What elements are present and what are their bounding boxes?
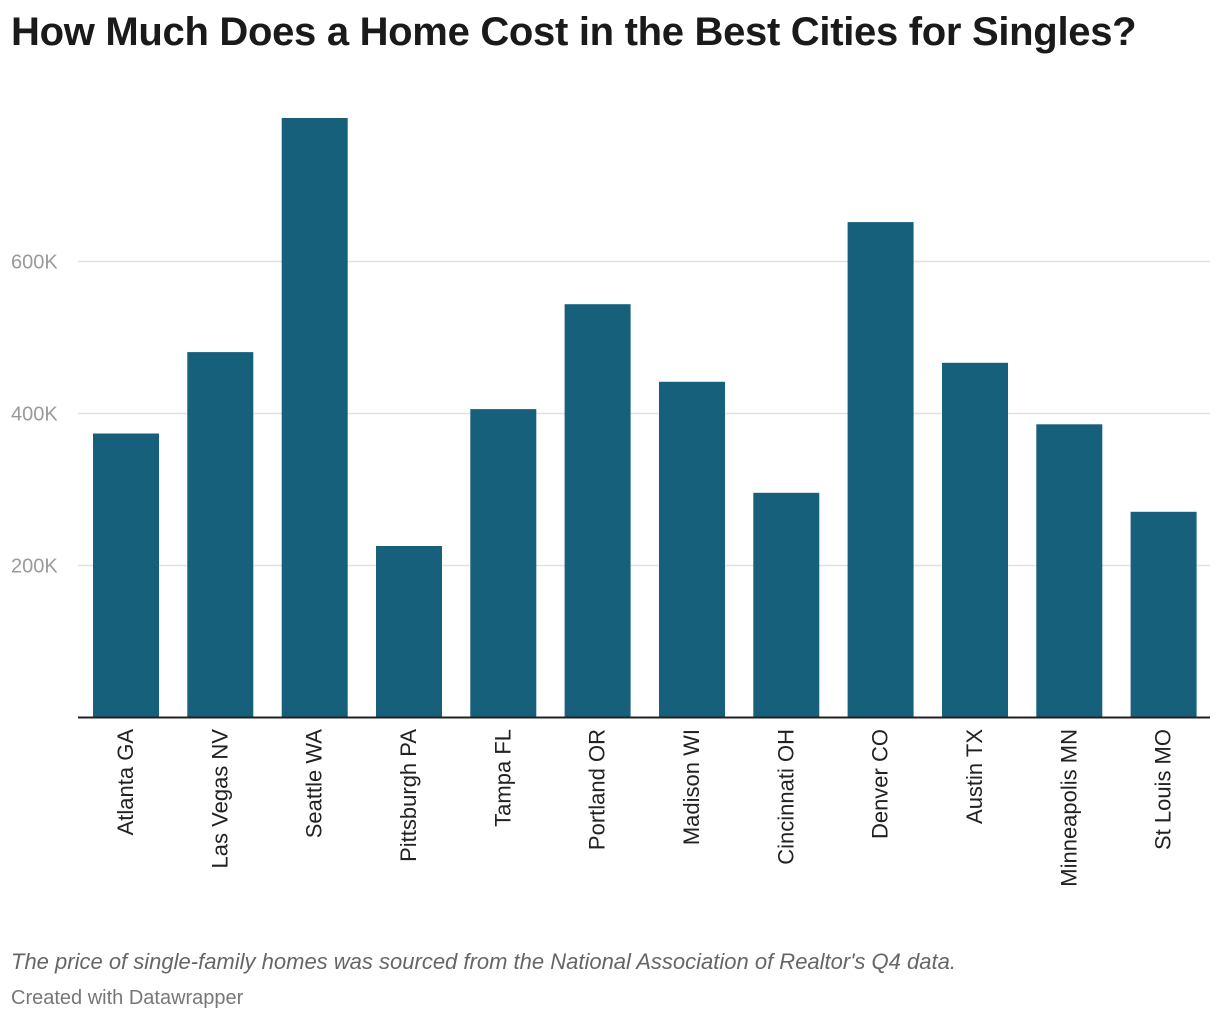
bar-minneapolis-mn xyxy=(1036,424,1103,717)
bar-denver-co xyxy=(847,222,914,717)
bars xyxy=(93,118,1197,717)
x-tick-label: Atlanta GA xyxy=(113,729,138,836)
bar-portland-or xyxy=(564,304,631,717)
bar-st-louis-mo xyxy=(1130,511,1197,717)
bar-chart: 200K 400K 600K Atlanta GA Las Vegas NV Seatt… xyxy=(11,118,1210,887)
x-tick-label: Minneapolis MN xyxy=(1056,729,1081,887)
bar-cincinnati-oh xyxy=(753,492,820,717)
bar-madison-wi xyxy=(659,381,725,717)
x-tick-label: Madison WI xyxy=(679,729,704,845)
x-tick-label: Tampa FL xyxy=(490,729,515,827)
bar-las-vegas-nv xyxy=(187,352,254,717)
y-tick-label: 600K xyxy=(11,252,58,274)
source-note: The price of single-family homes was sou… xyxy=(11,949,956,974)
x-tick-label: Seattle WA xyxy=(302,729,327,839)
x-tick-label: Las Vegas NV xyxy=(207,729,232,869)
bar-pittsburgh-pa xyxy=(376,546,442,717)
x-tick-label: Pittsburgh PA xyxy=(396,729,421,862)
x-tick-label: Portland OR xyxy=(585,729,610,850)
y-tick-label: 200K xyxy=(11,556,58,578)
x-tick-label: Cincinnati OH xyxy=(773,729,798,865)
category-labels: Atlanta GA Las Vegas NV Seattle WA Pittsbur… xyxy=(113,729,1176,887)
bar-tampa-fl xyxy=(470,409,537,717)
gridlines: 200K 400K 600K xyxy=(11,252,1210,578)
credit-line: Created with Datawrapper xyxy=(11,987,244,1009)
bar-austin-tx xyxy=(942,362,1008,717)
x-tick-label: St Louis MO xyxy=(1151,729,1176,850)
bar-seattle-wa xyxy=(281,118,348,717)
y-tick-label: 400K xyxy=(11,404,58,426)
chart-title: How Much Does a Home Cost in the Best Ci… xyxy=(11,10,1137,54)
x-tick-label: Austin TX xyxy=(962,729,987,824)
bar-atlanta-ga xyxy=(93,433,159,717)
x-tick-label: Denver CO xyxy=(868,729,893,839)
